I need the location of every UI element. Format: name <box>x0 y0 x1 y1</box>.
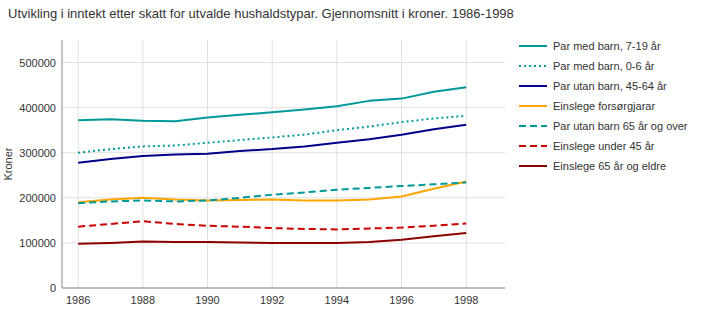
title: Utvikling i inntekt etter skatt for utva… <box>8 6 514 21</box>
legend: Par med barn, 7-19 år Par med barn, 0-6 å… <box>519 40 688 172</box>
y-tick-label: 0 <box>50 282 56 294</box>
x-axis-line <box>62 288 505 289</box>
x-tick-label: 1994 <box>325 294 349 306</box>
x-grid-line <box>78 40 79 288</box>
series-line <box>78 182 466 203</box>
legend-label: Einslege forsørgjarar <box>553 100 655 112</box>
legend-swatch <box>519 145 547 147</box>
x-grid-line <box>466 40 467 288</box>
x-tick-label: 1986 <box>66 294 90 306</box>
legend-swatch <box>519 65 547 67</box>
y-axis-line <box>62 40 63 288</box>
legend-label: Einslege under 45 år <box>553 140 655 152</box>
series-line <box>78 221 466 229</box>
legend-label: Par med barn, 0-6 år <box>553 60 655 72</box>
y-grid-line <box>62 152 505 153</box>
legend-label: Par med barn, 7-19 år <box>553 40 661 52</box>
x-grid-line <box>272 40 273 288</box>
y-tick-label: 500000 <box>19 57 56 69</box>
series-line <box>78 182 466 203</box>
legend-swatch <box>519 105 547 107</box>
chart: Utvikling i inntekt etter skatt for utva… <box>0 0 720 318</box>
x-grid-line <box>142 40 143 288</box>
y-tick-label: 200000 <box>19 192 56 204</box>
x-grid-line <box>336 40 337 288</box>
x-grid-line <box>401 40 402 288</box>
y-tick-label: 300000 <box>19 147 56 159</box>
grid <box>62 40 505 288</box>
legend-label: Einslege 65 år og eldre <box>553 160 666 172</box>
x-grid-line <box>207 40 208 288</box>
y-grid-line <box>62 107 505 108</box>
legend-label: Par utan barn, 45-64 år <box>553 80 667 92</box>
y-axis-label: Kroner <box>2 147 14 180</box>
legend-swatch <box>519 165 547 167</box>
series-line <box>78 87 466 121</box>
legend-swatch <box>519 45 547 47</box>
series-line <box>78 125 466 163</box>
x-tick-label: 1988 <box>131 294 155 306</box>
x-tick-label: 1992 <box>260 294 284 306</box>
y-tick-label: 100000 <box>19 237 56 249</box>
chart-container: Utvikling i inntekt etter skatt for utva… <box>0 0 720 318</box>
legend-label: Par utan barn 65 år og over <box>553 120 688 132</box>
lines <box>78 87 466 243</box>
y-grid-line <box>62 288 505 289</box>
y-grid-line <box>62 62 505 63</box>
x-tick-label: 1998 <box>454 294 478 306</box>
x-tick-label: 1990 <box>195 294 219 306</box>
series-line <box>78 233 466 244</box>
y-tick-label: 400000 <box>19 102 56 114</box>
legend-swatch <box>519 85 547 87</box>
legend-swatch <box>519 125 547 127</box>
x-tick-label: 1996 <box>389 294 413 306</box>
